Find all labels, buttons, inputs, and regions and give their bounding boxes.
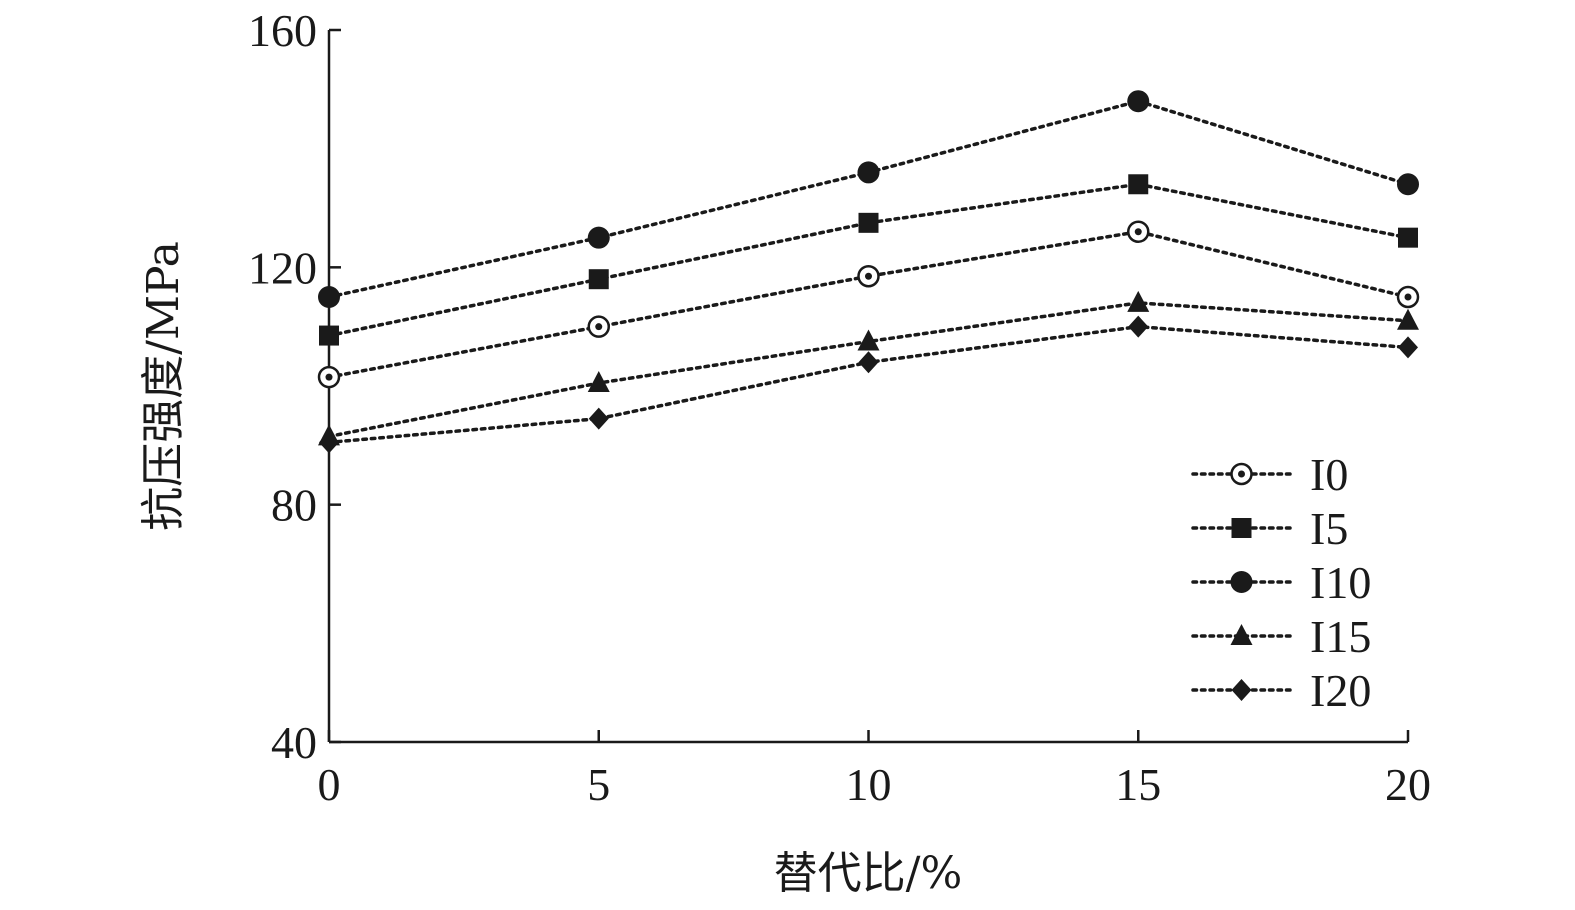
data-point-i15 [587, 371, 610, 393]
data-point-i0 [1127, 220, 1150, 243]
data-point-i10 [318, 286, 340, 308]
data-point-i10 [857, 161, 880, 184]
data-point-i0-dot [865, 272, 872, 280]
y-tick-label: 160 [248, 5, 317, 56]
legend-marker-i10 [1230, 571, 1253, 593]
data-point-i0-dot [595, 323, 603, 331]
x-tick-label: 5 [587, 759, 610, 810]
legend-label-i10: I10 [1310, 557, 1371, 608]
data-point-i0-dot [1134, 228, 1142, 236]
data-point-i0-dot [325, 373, 333, 381]
x-axis-title: 替代比/% [774, 848, 963, 899]
data-point-i0 [1396, 285, 1420, 309]
x-tick-label: 0 [318, 759, 341, 810]
legend-label-i0: I0 [1310, 449, 1348, 500]
x-tick-label: 10 [846, 759, 892, 810]
y-axis-title: 抗压强度/MPa [138, 241, 189, 531]
data-point-i15 [1397, 308, 1419, 330]
data-point-i20 [1128, 315, 1149, 338]
data-point-i5 [1398, 227, 1418, 248]
data-point-i20 [1398, 336, 1418, 359]
y-tick-label: 120 [248, 242, 317, 293]
legend-label-i5: I5 [1310, 503, 1348, 554]
legend-marker-i0 [1230, 462, 1253, 486]
data-point-i0 [317, 365, 341, 389]
legend-marker-i15 [1230, 624, 1253, 645]
data-point-i5 [319, 325, 339, 346]
legend-marker-i20 [1231, 679, 1252, 701]
data-point-i0 [587, 315, 610, 338]
data-point-i10 [1127, 90, 1150, 113]
ticks: 40 80 120 160 0 5 10 15 20 [248, 5, 1431, 810]
data-point-i10 [1397, 173, 1419, 196]
y-tick-label: 80 [271, 480, 317, 531]
data-point-i20 [858, 351, 879, 374]
x-tick-label: 15 [1115, 759, 1161, 810]
data-point-i5 [588, 269, 609, 290]
data-point-i5 [858, 212, 879, 233]
data-point-i15 [857, 329, 880, 351]
data-point-i20 [319, 431, 339, 454]
legend-marker-i5 [1231, 518, 1252, 538]
data-point-i0-dot [1404, 293, 1412, 301]
data-point-i10 [587, 226, 610, 249]
x-tick-label: 20 [1385, 759, 1431, 810]
legend-label-i20: I20 [1310, 665, 1371, 716]
legend-marker-i0-dot [1238, 470, 1245, 478]
y-tick-label: 40 [271, 717, 317, 768]
data-point-i20 [588, 407, 609, 430]
data-point-i0 [857, 264, 880, 288]
data-point-i15 [1127, 290, 1150, 312]
data-point-i5 [1128, 174, 1149, 195]
series-line-i5 [327, 182, 1410, 338]
legend-label-i15: I15 [1310, 611, 1371, 662]
series-layer [317, 90, 1420, 454]
